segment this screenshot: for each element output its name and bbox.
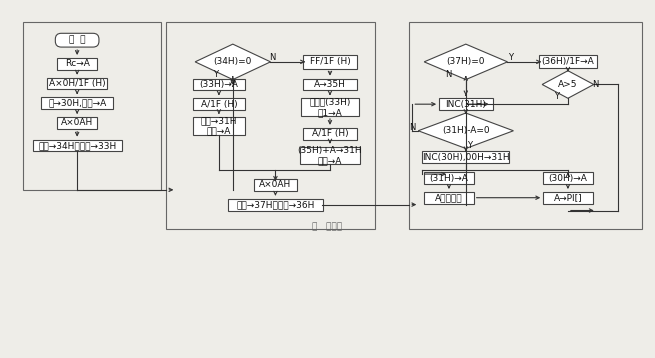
Bar [23,23,161,190]
Text: N: N [445,70,451,79]
Bar [303,128,357,140]
Bar [409,23,643,229]
Bar [57,117,97,129]
Bar [424,192,474,204]
Text: A左移四位: A左移四位 [435,193,463,202]
Text: (36H)/1F→A: (36H)/1F→A [542,57,594,66]
Text: (31H)-A=0: (31H)-A=0 [442,126,490,135]
Text: A×0AH: A×0AH [61,118,93,127]
Text: (35H)+A→31H
余数→A: (35H)+A→31H 余数→A [297,146,362,165]
Bar [543,192,593,204]
Polygon shape [542,71,593,98]
Bar [539,55,597,68]
Bar [166,23,375,229]
Text: N: N [409,123,415,132]
Text: N: N [593,80,599,89]
Bar [229,199,322,211]
Bar [303,79,357,91]
Text: A/1F (H): A/1F (H) [200,100,237,109]
Text: A→35H: A→35H [314,80,346,89]
Text: A×0H/1F (H): A×0H/1F (H) [49,79,105,88]
Text: A>5: A>5 [558,80,578,89]
Text: (34H)=0: (34H)=0 [214,57,252,66]
Text: 高位→34H，低位→33H: 高位→34H，低位→33H [38,141,117,150]
Text: Y: Y [508,53,513,62]
Text: (33H)→A: (33H)→A [200,80,238,89]
Bar [193,98,245,110]
Bar [41,97,113,109]
Text: Y: Y [553,92,559,101]
Bar [33,140,122,151]
Text: 余数＋(33H)
＋1→A: 余数＋(33H) ＋1→A [309,97,350,117]
Bar [301,98,359,116]
Text: (30H)→A: (30H)→A [548,174,588,183]
Bar [47,78,107,90]
Polygon shape [195,44,271,79]
Text: N: N [269,53,276,62]
Text: A×0AH: A×0AH [259,180,291,189]
Text: Y: Y [467,141,472,150]
Text: (31H)→A: (31H)→A [430,174,468,183]
Text: 高位→31H
余数→A: 高位→31H 余数→A [200,116,237,136]
Text: FF/1F (H): FF/1F (H) [310,57,350,66]
FancyBboxPatch shape [55,33,99,47]
Text: A/1F (H): A/1F (H) [312,129,348,138]
Text: Y: Y [214,70,219,79]
Bar [439,98,493,110]
Bar [543,172,593,184]
Bar [422,151,510,163]
Text: 高位→37H，低位→36H: 高位→37H，低位→36H [236,200,314,209]
Bar [193,79,245,91]
Bar [193,117,245,135]
Bar [303,55,357,69]
Text: 开  始: 开 始 [69,36,85,45]
Text: 图   流程图: 图 流程图 [312,223,342,232]
Text: (37H)=0: (37H)=0 [447,57,485,66]
Text: INC(30H),00H→31H: INC(30H),00H→31H [422,153,510,162]
Polygon shape [419,113,514,149]
Text: Rc→A: Rc→A [65,59,90,68]
Bar [57,58,97,70]
Polygon shape [424,44,508,79]
Text: A→PI[]: A→PI[] [553,193,582,202]
Bar [253,179,297,191]
Bar [300,146,360,164]
Bar [424,172,474,184]
Text: 商→30H,余数→A: 商→30H,余数→A [48,99,106,108]
Text: INC(31H): INC(31H) [445,100,486,109]
